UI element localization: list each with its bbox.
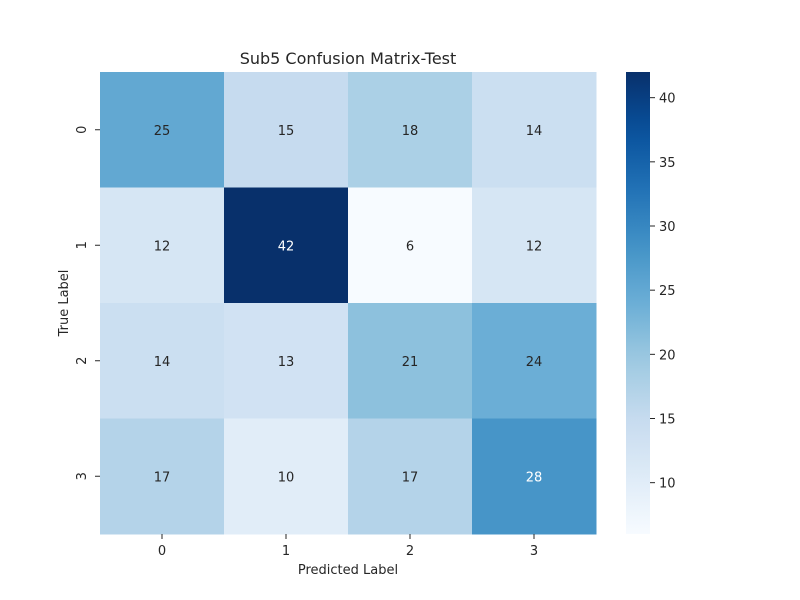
cell-value-2-3: 24: [526, 355, 543, 370]
heatmap-cell-3-1: [224, 418, 349, 535]
chart-title: Sub5 Confusion Matrix-Test: [240, 49, 457, 68]
cell-value-2-2: 21: [402, 355, 419, 370]
heatmap-cell-3-2: [348, 418, 473, 535]
y-axis-label: True Label: [57, 270, 72, 338]
heatmap-cell-0-3: [472, 72, 597, 188]
x-tick-label-1: 1: [282, 544, 290, 559]
colorbar: [626, 72, 650, 534]
colorbar-ticks: 10 15 20 25 30 35 40: [650, 92, 676, 492]
cell-value-3-2: 17: [402, 470, 419, 485]
colorbar-tick-label-2: 20: [659, 348, 676, 363]
colorbar-tick-label-3: 25: [659, 284, 676, 299]
cell-value-1-1: 42: [278, 239, 295, 254]
heatmap-cell-0-0: [100, 72, 225, 188]
colorbar-tick-label-5: 35: [659, 156, 676, 171]
cell-value-1-0: 12: [154, 239, 171, 254]
x-tick-label-2: 2: [406, 544, 414, 559]
y-tick-label-3: 3: [75, 472, 90, 480]
cell-value-3-0: 17: [154, 470, 171, 485]
cell-value-2-0: 14: [154, 355, 171, 370]
cell-value-3-1: 10: [278, 470, 295, 485]
heatmap-cell-1-1: [224, 187, 349, 304]
heatmap-cell-2-3: [472, 303, 597, 419]
cell-value-0-2: 18: [402, 124, 419, 139]
y-tick-label-1: 1: [75, 241, 90, 249]
heatmap-cell-3-3: [472, 418, 597, 535]
x-tick-label-0: 0: [158, 544, 166, 559]
x-tick-label-3: 3: [530, 544, 538, 559]
y-tick-label-0: 0: [75, 126, 90, 134]
x-axis-ticks: 0 1 2 3: [158, 534, 538, 559]
heatmap-cell-0-2: [348, 72, 473, 188]
colorbar-tick-label-1: 15: [659, 413, 676, 428]
heatmap-cell-2-1: [224, 303, 349, 419]
heatmap-cells: 25 15 18 14 12 42 6 12 14 13 21 24 17 10 17 28: [100, 72, 597, 535]
heatmap-cell-2-0: [100, 303, 225, 419]
cell-value-0-3: 14: [526, 124, 543, 139]
colorbar-tick-label-4: 30: [659, 220, 676, 235]
heatmap-cell-2-2: [348, 303, 473, 419]
cell-value-2-1: 13: [278, 355, 295, 370]
colorbar-tick-label-0: 10: [659, 477, 676, 492]
y-tick-label-2: 2: [75, 357, 90, 365]
colorbar-tick-label-6: 40: [659, 92, 676, 107]
heatmap-cell-1-0: [100, 187, 225, 304]
heatmap-cell-1-3: [472, 187, 597, 304]
x-axis-label: Predicted Label: [298, 563, 398, 578]
heatmap-cell-1-2: [348, 187, 473, 304]
cell-value-0-0: 25: [154, 124, 171, 139]
cell-value-1-3: 12: [526, 239, 543, 254]
heatmap-cell-0-1: [224, 72, 349, 188]
y-axis-ticks: 0 1 2 3: [75, 126, 100, 480]
cell-value-3-3: 28: [526, 470, 543, 485]
cell-value-1-2: 6: [406, 239, 414, 254]
cell-value-0-1: 15: [278, 124, 295, 139]
heatmap-cell-3-0: [100, 418, 225, 535]
